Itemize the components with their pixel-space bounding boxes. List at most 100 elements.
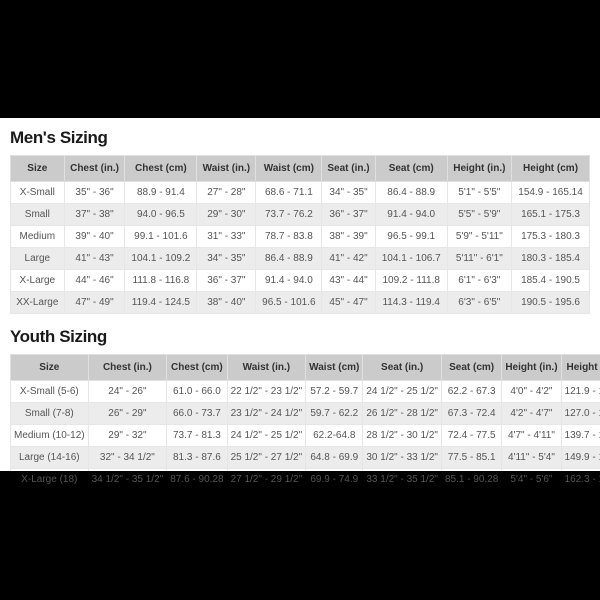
table-cell: Medium [10, 225, 65, 248]
table-cell: 26" - 29" [87, 402, 168, 425]
table-cell: 88.9 - 91.4 [124, 181, 198, 204]
column-header: Seat (cm) [374, 155, 448, 182]
table-cell: 114.3 - 119.4 [374, 291, 448, 314]
table-cell: 37" - 38" [63, 203, 126, 226]
table-cell: 73.7 - 76.2 [255, 203, 323, 226]
table-cell: 36" - 37" [321, 203, 376, 226]
youth-sizing-section: Youth Sizing Size Chest (in.) Chest (cm) Wa… [10, 327, 600, 491]
table-cell: 4'0" - 4'2" [501, 380, 562, 403]
table-cell: 72.4 - 77.5 [440, 424, 503, 447]
table-cell: 62.2 - 67.3 [440, 380, 503, 403]
table-cell: 94.0 - 96.5 [124, 203, 198, 226]
table-cell: 190.5 - 195.6 [511, 291, 590, 314]
table-cell: 23 1/2" - 24 1/2" [226, 402, 307, 425]
column-header: Height (cm) [560, 354, 600, 381]
column-header: Chest (in.) [87, 354, 168, 381]
table-cell: 36" - 37" [196, 269, 257, 292]
table-cell: 6'3" - 6'5" [446, 291, 513, 314]
column-header: Chest (cm) [166, 354, 228, 381]
table-cell: 4'7" - 4'11" [501, 424, 562, 447]
table-row: Large 41" - 43" 104.1 - 109.2 34" - 35" 86.4… [10, 247, 590, 270]
table-cell: 180.3 - 185.4 [511, 247, 590, 270]
table-cell: 34" - 35" [321, 181, 376, 204]
table-cell: 27" - 28" [196, 181, 257, 204]
table-cell: 109.2 - 111.8 [374, 269, 448, 292]
table-row: XX-Large 47" - 49" 119.4 - 124.5 38" - 40" 9… [10, 291, 590, 314]
table-cell: Small [10, 203, 65, 226]
table-cell: 62.2-64.8 [305, 424, 364, 447]
table-cell: 24" - 26" [87, 380, 168, 403]
table-cell: Large [10, 247, 65, 270]
table-cell: X-Small [10, 181, 65, 204]
table-cell: 154.9 - 165.14 [511, 181, 590, 204]
mens-sizing-title: Men's Sizing [10, 128, 108, 147]
table-cell: Medium (10-12) [10, 424, 89, 447]
table-cell: 43" - 44" [321, 269, 376, 292]
column-header: Waist (cm) [255, 155, 323, 182]
table-cell: 35" - 36" [63, 181, 126, 204]
table-cell: 149.9 - 162.3 [560, 446, 600, 469]
table-cell: 28 1/2" - 30 1/2" [362, 424, 442, 447]
table-cell: XX-Large [10, 291, 65, 314]
table-cell: 86.4 - 88.9 [255, 247, 323, 270]
table-cell: 111.8 - 116.8 [124, 269, 198, 292]
table-cell: 5'1" - 5'5" [446, 181, 513, 204]
table-cell: 78.7 - 83.8 [255, 225, 323, 248]
table-cell: 139.7 - 149.9 [560, 424, 600, 447]
table-cell: 73.7 - 81.3 [166, 424, 228, 447]
table-cell: 5'11" - 6'1" [446, 247, 513, 270]
content-area: Men's Sizing Size Chest (in.) Chest (cm) Wa… [0, 118, 600, 491]
table-cell: 41" - 42" [321, 247, 376, 270]
column-header: Seat (cm) [440, 354, 503, 381]
table-cell: 47" - 49" [63, 291, 126, 314]
table-cell: 104.1 - 109.2 [124, 247, 198, 270]
table-cell: 66.0 - 73.7 [166, 402, 228, 425]
table-cell: X-Large [10, 269, 65, 292]
table-cell: 61.0 - 66.0 [166, 380, 228, 403]
table-row: X-Large 44" - 46" 111.8 - 116.8 36" - 37" 91… [10, 269, 590, 292]
header-row: Size Chest (in.) Chest (cm) Waist (in.) Wais… [10, 354, 600, 381]
table-cell: 22 1/2" - 23 1/2" [226, 380, 307, 403]
table-cell: 99.1 - 101.6 [124, 225, 198, 248]
table-cell: 30 1/2" - 33 1/2" [362, 446, 442, 469]
column-header: Chest (cm) [124, 155, 198, 182]
table-cell: 64.8 - 69.9 [305, 446, 364, 469]
table-row: Medium (10-12) 29" - 32" 73.7 - 81.3 24 1/2… [10, 424, 600, 447]
column-header: Height (in.) [501, 354, 562, 381]
table-cell: 96.5 - 101.6 [255, 291, 323, 314]
table-row: X-Small (5-6) 24" - 26" 61.0 - 66.0 22 1/2"… [10, 380, 600, 403]
table-cell: Large (14-16) [10, 446, 89, 469]
table-cell: 96.5 - 99.1 [374, 225, 448, 248]
table-cell: X-Small (5-6) [10, 380, 89, 403]
youth-sizing-title: Youth Sizing [10, 327, 107, 346]
header-row: Size Chest (in.) Chest (cm) Waist (in.) Wais… [10, 155, 590, 182]
table-cell: 67.3 - 72.4 [440, 402, 503, 425]
bottom-black-bar [0, 471, 600, 600]
table-cell: 32" - 34 1/2" [87, 446, 168, 469]
column-header: Waist (cm) [305, 354, 364, 381]
table-cell: 45" - 47" [321, 291, 376, 314]
top-black-bar [0, 0, 600, 118]
table-cell: 185.4 - 190.5 [511, 269, 590, 292]
table-cell: Small (7-8) [10, 402, 89, 425]
table-cell: 59.7 - 62.2 [305, 402, 364, 425]
table-row: X-Small 35" - 36" 88.9 - 91.4 27" - 28" 68.6… [10, 181, 590, 204]
table-cell: 4'2" - 4'7" [501, 402, 562, 425]
table-cell: 77.5 - 85.1 [440, 446, 503, 469]
table-cell: 127.0 - 139.7 [560, 402, 600, 425]
table-cell: 34" - 35" [196, 247, 257, 270]
table-cell: 44" - 46" [63, 269, 126, 292]
table-cell: 104.1 - 106.7 [374, 247, 448, 270]
table-cell: 6'1" - 6'3" [446, 269, 513, 292]
table-cell: 91.4 - 94.0 [374, 203, 448, 226]
column-header: Height (cm) [511, 155, 590, 182]
column-header: Seat (in.) [362, 354, 442, 381]
table-row: Small (7-8) 26" - 29" 66.0 - 73.7 23 1/2" -… [10, 402, 600, 425]
table-cell: 38" - 40" [196, 291, 257, 314]
mens-sizing-section: Men's Sizing Size Chest (in.) Chest (cm) Wa… [10, 128, 590, 314]
table-cell: 29" - 30" [196, 203, 257, 226]
table-cell: 91.4 - 94.0 [255, 269, 323, 292]
table-cell: 57.2 - 59.7 [305, 380, 364, 403]
table-cell: 39" - 40" [63, 225, 126, 248]
table-cell: 24 1/2" - 25 1/2" [362, 380, 442, 403]
